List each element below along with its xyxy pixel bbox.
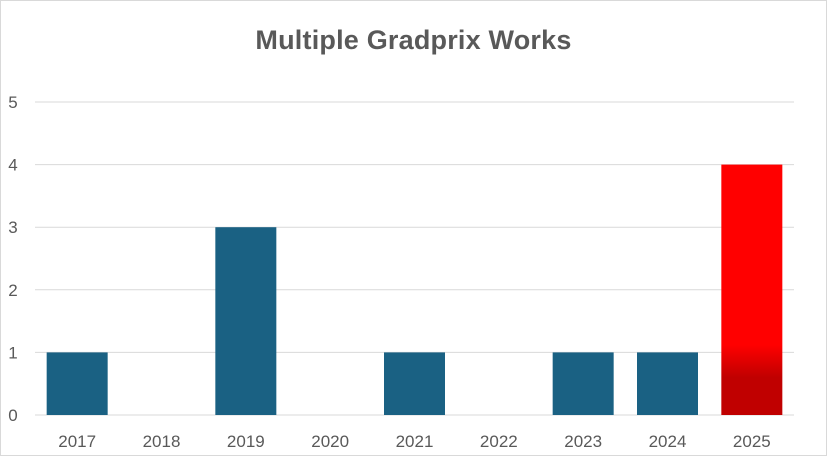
x-tick-label-2018: 2018 [143, 432, 181, 451]
y-tick-label: 5 [8, 93, 17, 112]
bars [46, 164, 783, 415]
x-tick-label-2024: 2024 [649, 432, 687, 451]
bar-2021 [384, 352, 445, 415]
bar-2019 [215, 227, 277, 415]
x-tick-label-2020: 2020 [311, 432, 349, 451]
bar-2023 [552, 352, 614, 415]
x-tick-label-2017: 2017 [58, 432, 96, 451]
y-tick-label: 1 [8, 343, 17, 362]
y-axis-ticks: 0 1 2 3 4 5 [8, 93, 17, 425]
y-tick-label: 0 [8, 406, 17, 425]
bar-2024 [637, 352, 698, 415]
x-axis-ticks: 2017 2018 2019 2020 2021 2022 2023 2024 2025 [58, 432, 770, 451]
x-tick-label-2022: 2022 [480, 432, 518, 451]
y-tick-label: 3 [8, 218, 17, 237]
bar-2025 [721, 164, 783, 415]
x-tick-label-2025: 2025 [733, 432, 771, 451]
x-tick-label-2023: 2023 [564, 432, 602, 451]
chart-title: Multiple Gradprix Works [255, 25, 572, 55]
x-tick-label-2021: 2021 [396, 432, 434, 451]
bar-2017 [46, 352, 108, 415]
y-tick-label: 2 [8, 281, 17, 300]
y-tick-label: 4 [8, 156, 17, 175]
x-tick-label-2019: 2019 [227, 432, 265, 451]
